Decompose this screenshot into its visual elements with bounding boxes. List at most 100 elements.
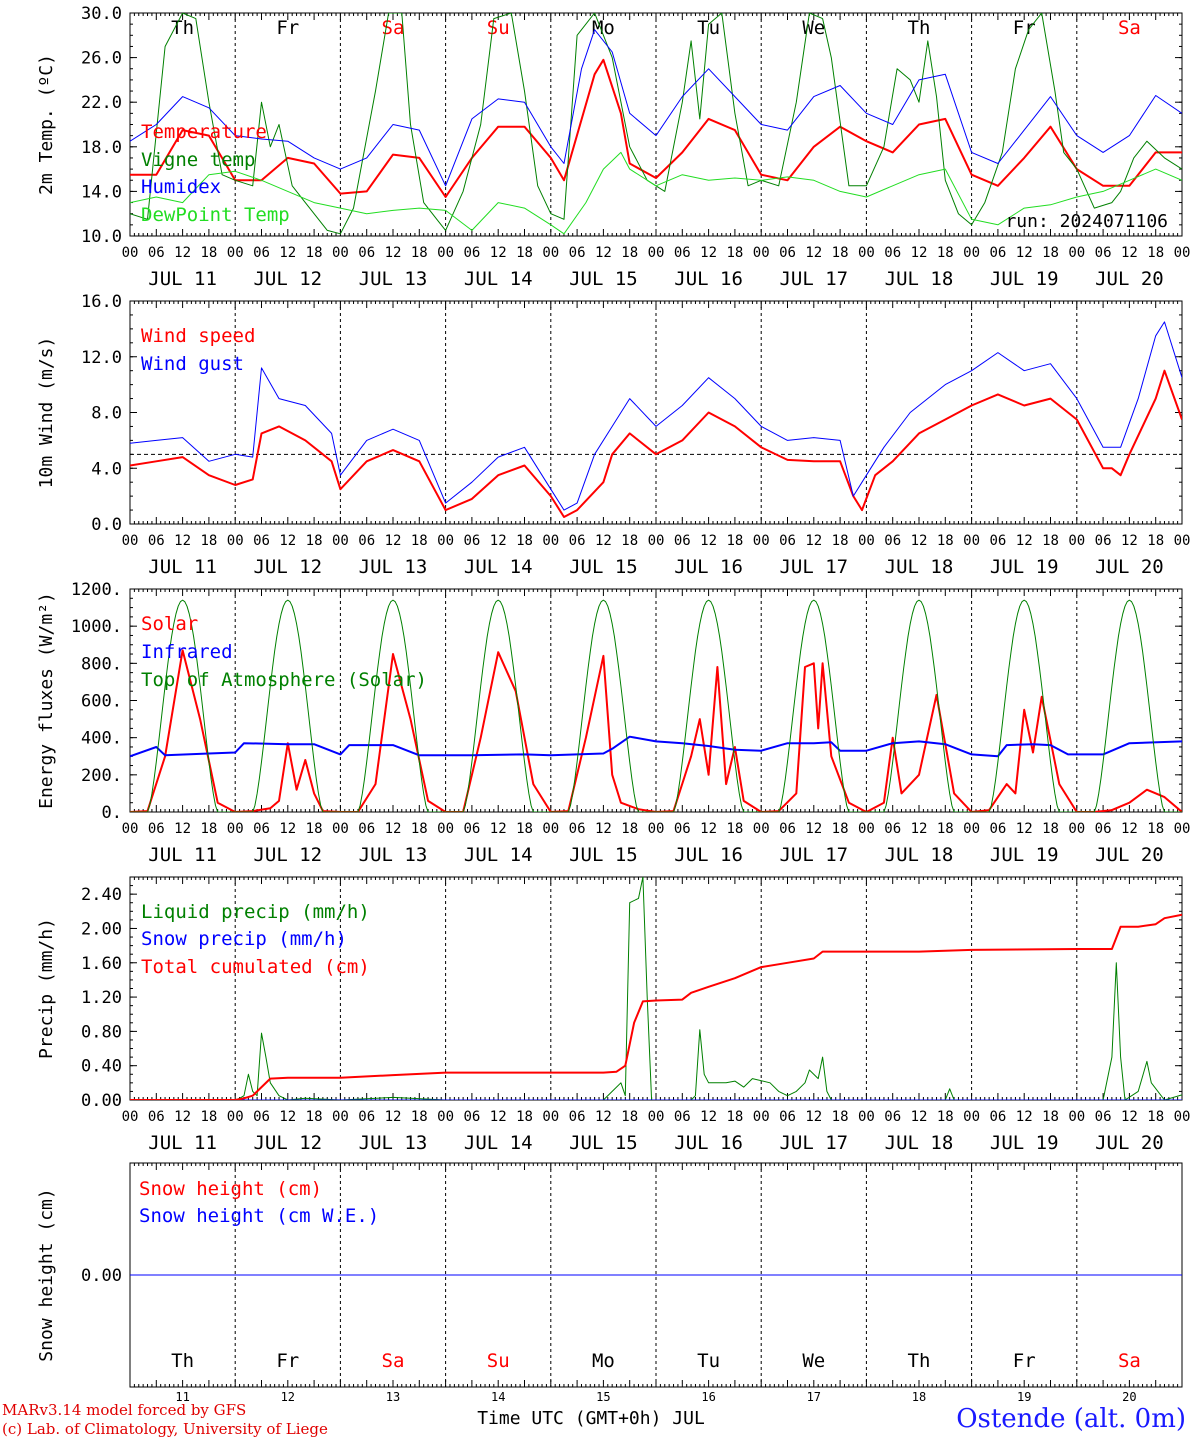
panel-snow: 0.00 Snow height (cm) Th Fr Sa Su Mo Tu We Th Fr Sa… <box>36 1162 1183 1429</box>
weekday-label: Su <box>487 1350 510 1372</box>
hour-label: 00 <box>122 533 139 549</box>
hour-label: 00 <box>753 533 770 549</box>
hour-label: 00 <box>332 533 349 549</box>
plot-frame <box>129 588 1183 813</box>
hour-label: 12 <box>911 1109 928 1125</box>
hour-label: 12 <box>595 821 612 837</box>
hour-label: 18 <box>200 1109 217 1125</box>
hour-label: 00 <box>648 533 665 549</box>
series-group <box>130 599 1182 812</box>
hour-label: 12 <box>490 533 507 549</box>
hour-label: 00 <box>332 245 349 261</box>
date-label: JUL 12 <box>253 1132 322 1154</box>
hour-label: 18 <box>832 245 849 261</box>
hour-label: 18 <box>726 245 743 261</box>
station-name: Ostende (alt. 0m) <box>956 1404 1186 1434</box>
y-tick-label: 16.0 <box>81 292 122 312</box>
date-label: JUL 20 <box>1095 268 1164 290</box>
hour-label: 18 <box>1042 533 1059 549</box>
hour-label: 06 <box>779 821 796 837</box>
hour-label: 18 <box>200 821 217 837</box>
hour-label: 00 <box>542 1109 559 1125</box>
series-solar <box>130 649 1182 812</box>
hour-label: 00 <box>648 245 665 261</box>
date-label: JUL 11 <box>148 556 217 578</box>
hour-label: 18 <box>516 245 533 261</box>
hour-label: 12 <box>911 821 928 837</box>
date-label: JUL 13 <box>359 268 428 290</box>
date-label: JUL 16 <box>674 1132 743 1154</box>
series-wind-speed <box>130 369 1182 518</box>
series-group <box>130 13 1182 235</box>
hour-label: 00 <box>1174 245 1191 261</box>
hour-label: 12 <box>385 533 402 549</box>
hour-label: 00 <box>227 245 244 261</box>
hour-label: 06 <box>1095 1109 1112 1125</box>
hour-label: 00 <box>437 533 454 549</box>
hour-label: 00 <box>753 821 770 837</box>
hour-label: 18 <box>621 245 638 261</box>
legend-entry: Infrared <box>141 641 233 663</box>
hour-label: 00 <box>1174 1109 1191 1125</box>
y-tick-label: 12.0 <box>81 348 122 368</box>
hour-label: 18 <box>832 821 849 837</box>
date-label: JUL 20 <box>1095 844 1164 866</box>
weekday-label: Mo <box>592 1350 615 1372</box>
hour-label: 00 <box>332 1109 349 1125</box>
series-total-cumulated-cm <box>130 913 1182 1100</box>
hour-label: 12 <box>1016 533 1033 549</box>
y-tick-label: 800. <box>81 654 122 674</box>
day-number-label: 18 <box>912 1390 926 1404</box>
y-tick-label: 26.0 <box>81 49 122 69</box>
date-label: JUL 18 <box>885 1132 954 1154</box>
hour-label: 12 <box>1121 821 1138 837</box>
day-number-label: 14 <box>491 1390 505 1404</box>
date-label: JUL 12 <box>253 556 322 578</box>
hour-label: 00 <box>963 533 980 549</box>
date-label: JUL 17 <box>779 556 848 578</box>
hour-label: 06 <box>989 533 1006 549</box>
hour-label: 06 <box>358 1109 375 1125</box>
hour-label: 18 <box>1147 533 1164 549</box>
hour-label: 06 <box>253 1109 270 1125</box>
hour-label: 12 <box>911 533 928 549</box>
hour-label: 12 <box>385 821 402 837</box>
legend-entry: DewPoint Temp <box>141 204 290 226</box>
weekday-label: Th <box>171 17 194 39</box>
hour-label: 12 <box>700 245 717 261</box>
series-humidex <box>130 29 1182 187</box>
hour-label: 12 <box>805 533 822 549</box>
hour-label: 18 <box>411 1109 428 1125</box>
y-axis-label: 2m Temp. (ºC) <box>36 54 57 195</box>
series-temperature <box>130 58 1182 198</box>
hour-label: 18 <box>516 1109 533 1125</box>
y-tick-label: 0.00 <box>81 1091 122 1111</box>
series-group <box>130 877 1182 1100</box>
date-label: JUL 14 <box>464 556 533 578</box>
y-tick-label: 14.0 <box>81 182 122 202</box>
series-group <box>130 321 1182 518</box>
hour-label: 06 <box>358 245 375 261</box>
legend-entry: Vigne temp <box>141 149 255 171</box>
hour-label: 06 <box>253 245 270 261</box>
date-label: JUL 12 <box>253 844 322 866</box>
date-label: JUL 16 <box>674 844 743 866</box>
date-label: JUL 16 <box>674 556 743 578</box>
hour-label: 06 <box>569 1109 586 1125</box>
weekday-label: Sa <box>1118 1350 1141 1372</box>
date-label: JUL 17 <box>779 1132 848 1154</box>
y-tick-label: 0.80 <box>81 1022 122 1042</box>
weekday-label: Fr <box>1013 1350 1036 1372</box>
legend-entry: Wind gust <box>141 353 244 375</box>
hour-label: 00 <box>122 1109 139 1125</box>
hour-label: 18 <box>200 533 217 549</box>
date-label: JUL 15 <box>569 268 638 290</box>
weekday-label: Fr <box>276 17 299 39</box>
date-label: JUL 16 <box>674 268 743 290</box>
hour-label: 12 <box>174 821 191 837</box>
hour-label: 06 <box>674 1109 691 1125</box>
hour-label: 18 <box>1147 1109 1164 1125</box>
hour-label: 06 <box>463 821 480 837</box>
hour-label: 18 <box>937 533 954 549</box>
date-label: JUL 15 <box>569 1132 638 1154</box>
